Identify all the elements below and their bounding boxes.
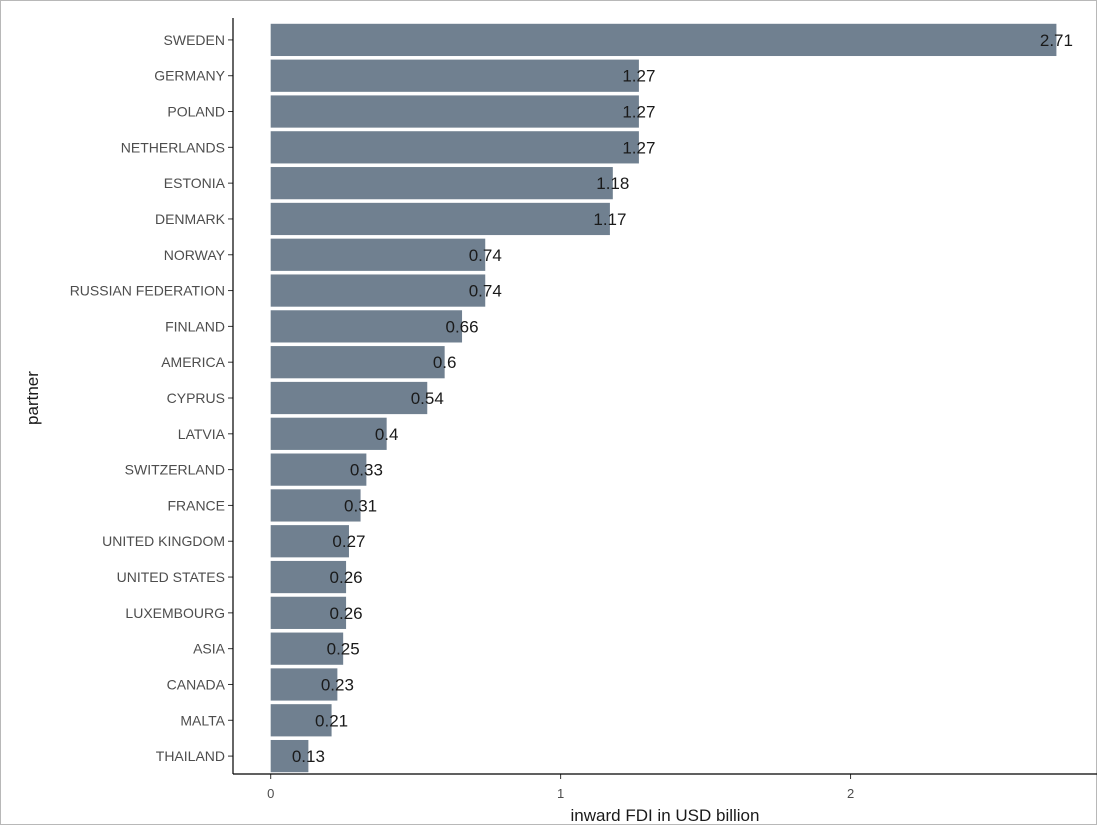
bar-france (270, 489, 361, 522)
category-label: SWITZERLAND (125, 462, 225, 478)
value-label: 0.54 (411, 389, 444, 408)
category-label: ASIA (193, 641, 226, 657)
y-axis-title: partner (23, 371, 42, 425)
category-label: ESTONIA (164, 175, 226, 191)
bar-thailand (270, 739, 309, 773)
category-label: NORWAY (164, 247, 226, 263)
bars-group (270, 23, 1057, 773)
value-label: 1.27 (622, 103, 655, 122)
category-label: LUXEMBOURG (125, 605, 225, 621)
category-label: DENMARK (155, 211, 226, 227)
value-label: 0.31 (344, 496, 377, 515)
bar-sweden (270, 23, 1057, 57)
value-label: 0.66 (446, 317, 479, 336)
value-label: 0.74 (469, 282, 502, 301)
x-tick-label: 0 (267, 786, 274, 801)
category-labels-group: SWEDEN GERMANY POLAND NETHERLANDS ESTONIA DEN… (70, 32, 233, 764)
bar-malta (270, 704, 332, 737)
value-label: 0.4 (375, 425, 399, 444)
bar-netherlands (270, 131, 639, 164)
bar-asia (270, 632, 344, 665)
x-ticks-group: 0 1 2 (267, 774, 854, 801)
bar-america (270, 346, 445, 379)
category-label: THAILAND (156, 748, 225, 764)
bar-luxembourg (270, 596, 347, 629)
bar-estonia (270, 167, 613, 200)
value-label: 0.33 (350, 461, 383, 480)
category-label: FRANCE (167, 497, 225, 513)
category-label: GERMANY (154, 68, 225, 84)
category-label: CANADA (167, 676, 226, 692)
x-tick-label: 1 (557, 786, 564, 801)
bar-denmark (270, 202, 610, 236)
category-label: RUSSIAN FEDERATION (70, 283, 225, 299)
category-label: AMERICA (161, 354, 225, 370)
category-label: SWEDEN (164, 32, 225, 48)
bar-united-states (270, 560, 347, 594)
x-tick-label: 2 (847, 786, 854, 801)
bar-finland (270, 310, 463, 343)
value-label: 0.21 (315, 711, 348, 730)
value-label: 1.18 (596, 174, 629, 193)
bar-united-kingdom (270, 525, 349, 558)
value-label: 0.26 (330, 604, 363, 623)
bar-norway (270, 238, 486, 271)
bar-latvia (270, 417, 387, 450)
value-label: 1.27 (622, 138, 655, 157)
bar-switzerland (270, 453, 367, 486)
category-label: NETHERLANDS (121, 139, 225, 155)
category-label: CYPRUS (167, 390, 225, 406)
category-label: UNITED STATES (117, 569, 225, 585)
bar-germany (270, 59, 639, 92)
value-label: 1.17 (593, 210, 626, 229)
category-label: LATVIA (178, 426, 226, 442)
bar-cyprus (270, 381, 428, 415)
value-label: 0.23 (321, 675, 354, 694)
value-label: 0.26 (330, 568, 363, 587)
category-label: UNITED KINGDOM (102, 533, 225, 549)
value-label: 0.25 (327, 640, 360, 659)
value-label: 0.27 (332, 532, 365, 551)
category-label: FINLAND (165, 318, 225, 334)
value-label: 2.71 (1040, 31, 1073, 50)
value-label: 1.27 (622, 67, 655, 86)
value-label: 0.74 (469, 246, 502, 265)
category-label: POLAND (167, 104, 225, 120)
value-label: 0.13 (292, 747, 325, 766)
value-labels-group: 2.71 1.27 1.27 1.27 1.18 1.17 0.74 0.74 0.66 0.6 0… (292, 31, 1073, 766)
category-label: MALTA (180, 712, 225, 728)
x-axis-title: inward FDI in USD billion (571, 806, 760, 825)
value-label: 0.6 (433, 353, 457, 372)
bar-russian-federation (270, 274, 486, 307)
bar-canada (270, 668, 338, 701)
bar-poland (270, 95, 639, 128)
